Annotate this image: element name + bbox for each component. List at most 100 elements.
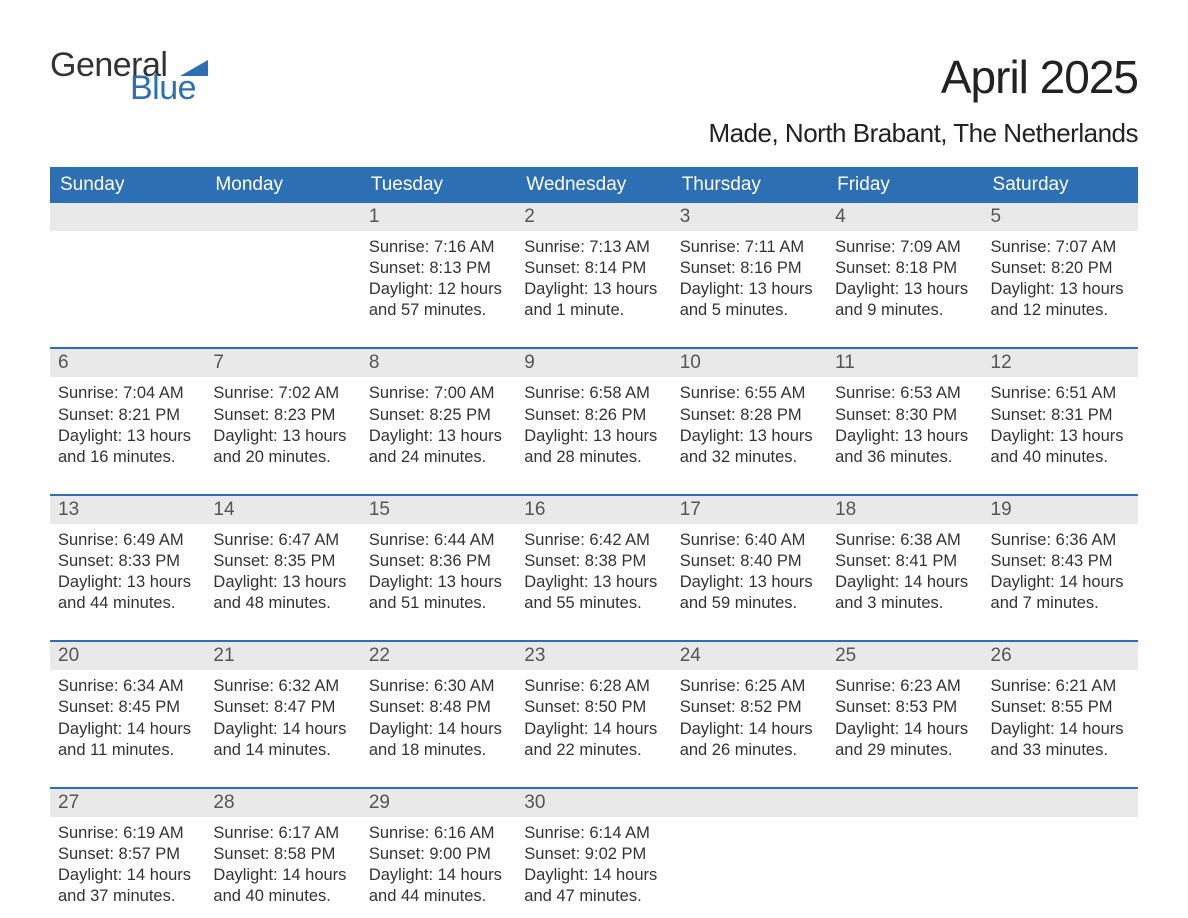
sunrise-text: Sunrise: 7:04 AM	[58, 383, 197, 404]
daylight-text: Daylight: 13 hours and 48 minutes.	[213, 572, 352, 614]
sunset-text: Sunset: 8:31 PM	[991, 405, 1130, 426]
calendar-day: 15Sunrise: 6:44 AMSunset: 8:36 PMDayligh…	[361, 496, 516, 622]
day-details: Sunrise: 6:53 AMSunset: 8:30 PMDaylight:…	[827, 377, 982, 467]
sunrise-text: Sunrise: 6:47 AM	[213, 530, 352, 551]
calendar: Sunday Monday Tuesday Wednesday Thursday…	[50, 167, 1138, 915]
sunrise-text: Sunrise: 6:44 AM	[369, 530, 508, 551]
day-number: 7	[205, 349, 360, 377]
sunset-text: Sunset: 8:16 PM	[680, 258, 819, 279]
calendar-day: 24Sunrise: 6:25 AMSunset: 8:52 PMDayligh…	[672, 642, 827, 768]
calendar-day	[205, 203, 360, 329]
logo: General Blue	[50, 50, 208, 103]
calendar-day: 1Sunrise: 7:16 AMSunset: 8:13 PMDaylight…	[361, 203, 516, 329]
day-details: Sunrise: 7:02 AMSunset: 8:23 PMDaylight:…	[205, 377, 360, 467]
calendar-day: 30 Sunrise: 6:14 AMSunset: 9:02 PMDayligh…	[516, 789, 671, 915]
calendar-day: 17Sunrise: 6:40 AMSunset: 8:40 PMDayligh…	[672, 496, 827, 622]
calendar-day: 9Sunrise: 6:58 AMSunset: 8:26 PMDaylight…	[516, 349, 671, 475]
daylight-text: Daylight: 14 hours and 47 minutes.	[524, 865, 663, 907]
day-details: Sunrise: 7:07 AMSunset: 8:20 PMDaylight:…	[983, 231, 1138, 321]
daylight-text: Daylight: 14 hours and 29 minutes.	[835, 719, 974, 761]
sunrise-text: Sunrise: 6:36 AM	[991, 530, 1130, 551]
weekday-header: Saturday	[983, 167, 1138, 203]
day-details: Sunrise: 6:30 AMSunset: 8:48 PMDaylight:…	[361, 670, 516, 760]
calendar-day: 25Sunrise: 6:23 AMSunset: 8:53 PMDayligh…	[827, 642, 982, 768]
daylight-text: Daylight: 13 hours and 12 minutes.	[991, 279, 1130, 321]
day-number: 23	[516, 642, 671, 670]
calendar-day: 8Sunrise: 7:00 AMSunset: 8:25 PMDaylight…	[361, 349, 516, 475]
day-number: 22	[361, 642, 516, 670]
calendar-day: 11Sunrise: 6:53 AMSunset: 8:30 PMDayligh…	[827, 349, 982, 475]
day-details: Sunrise: 6:49 AMSunset: 8:33 PMDaylight:…	[50, 524, 205, 614]
day-number	[205, 203, 360, 231]
day-details: Sunrise: 7:13 AMSunset: 8:14 PMDaylight:…	[516, 231, 671, 321]
sunset-text: Sunset: 8:38 PM	[524, 551, 663, 572]
calendar-day: 12Sunrise: 6:51 AMSunset: 8:31 PMDayligh…	[983, 349, 1138, 475]
day-details: Sunrise: 7:09 AMSunset: 8:18 PMDaylight:…	[827, 231, 982, 321]
day-details: Sunrise: 6:19 AMSunset: 8:57 PMDaylight:…	[50, 817, 205, 907]
title-month: April 2025	[708, 50, 1138, 104]
weekday-header: Tuesday	[361, 167, 516, 203]
sunset-text: Sunset: 8:55 PM	[991, 697, 1130, 718]
weekday-header: Friday	[827, 167, 982, 203]
day-details: Sunrise: 6:55 AMSunset: 8:28 PMDaylight:…	[672, 377, 827, 467]
calendar-day: 19Sunrise: 6:36 AMSunset: 8:43 PMDayligh…	[983, 496, 1138, 622]
day-details: Sunrise: 6:42 AMSunset: 8:38 PMDaylight:…	[516, 524, 671, 614]
sunset-text: Sunset: 9:02 PM	[524, 844, 663, 865]
day-number: 13	[50, 496, 205, 524]
sunset-text: Sunset: 8:45 PM	[58, 697, 197, 718]
day-details: Sunrise: 6:58 AMSunset: 8:26 PMDaylight:…	[516, 377, 671, 467]
sunset-text: Sunset: 8:53 PM	[835, 697, 974, 718]
daylight-text: Daylight: 14 hours and 3 minutes.	[835, 572, 974, 614]
daylight-text: Daylight: 14 hours and 40 minutes.	[213, 865, 352, 907]
day-number: 9	[516, 349, 671, 377]
daylight-text: Daylight: 14 hours and 33 minutes.	[991, 719, 1130, 761]
sunrise-text: Sunrise: 6:40 AM	[680, 530, 819, 551]
sunrise-text: Sunrise: 6:19 AM	[58, 823, 197, 844]
sunset-text: Sunset: 8:25 PM	[369, 405, 508, 426]
daylight-text: Daylight: 14 hours and 26 minutes.	[680, 719, 819, 761]
calendar-day: 10Sunrise: 6:55 AMSunset: 8:28 PMDayligh…	[672, 349, 827, 475]
sunrise-text: Sunrise: 6:55 AM	[680, 383, 819, 404]
sunrise-text: Sunrise: 6:14 AM	[524, 823, 663, 844]
logo-text-blue: Blue	[130, 73, 208, 104]
sunrise-text: Sunrise: 7:13 AM	[524, 237, 663, 258]
daylight-text: Daylight: 13 hours and 55 minutes.	[524, 572, 663, 614]
title-block: April 2025 Made, North Brabant, The Neth…	[708, 50, 1138, 149]
daylight-text: Daylight: 14 hours and 44 minutes.	[369, 865, 508, 907]
sunset-text: Sunset: 8:43 PM	[991, 551, 1130, 572]
calendar-day: 3Sunrise: 7:11 AMSunset: 8:16 PMDaylight…	[672, 203, 827, 329]
day-number: 14	[205, 496, 360, 524]
calendar-week: 13Sunrise: 6:49 AMSunset: 8:33 PMDayligh…	[50, 494, 1138, 622]
day-details: Sunrise: 6:25 AMSunset: 8:52 PMDaylight:…	[672, 670, 827, 760]
day-number: 11	[827, 349, 982, 377]
day-details: Sunrise: 7:00 AMSunset: 8:25 PMDaylight:…	[361, 377, 516, 467]
daylight-text: Daylight: 13 hours and 32 minutes.	[680, 426, 819, 468]
day-number: 30	[516, 789, 671, 817]
day-number: 18	[827, 496, 982, 524]
day-number: 2	[516, 203, 671, 231]
title-location: Made, North Brabant, The Netherlands	[708, 118, 1138, 149]
day-details: Sunrise: 6:44 AMSunset: 8:36 PMDaylight:…	[361, 524, 516, 614]
calendar-day: 13Sunrise: 6:49 AMSunset: 8:33 PMDayligh…	[50, 496, 205, 622]
calendar-day: 26Sunrise: 6:21 AMSunset: 8:55 PMDayligh…	[983, 642, 1138, 768]
sunset-text: Sunset: 8:41 PM	[835, 551, 974, 572]
sunset-text: Sunset: 8:30 PM	[835, 405, 974, 426]
day-number: 1	[361, 203, 516, 231]
calendar-day	[983, 789, 1138, 915]
daylight-text: Daylight: 13 hours and 1 minute.	[524, 279, 663, 321]
calendar-day: 29Sunrise: 6:16 AMSunset: 9:00 PMDayligh…	[361, 789, 516, 915]
daylight-text: Daylight: 14 hours and 11 minutes.	[58, 719, 197, 761]
sunrise-text: Sunrise: 6:25 AM	[680, 676, 819, 697]
day-details: Sunrise: 7:04 AMSunset: 8:21 PMDaylight:…	[50, 377, 205, 467]
daylight-text: Daylight: 13 hours and 5 minutes.	[680, 279, 819, 321]
sunrise-text: Sunrise: 7:16 AM	[369, 237, 508, 258]
sunrise-text: Sunrise: 6:58 AM	[524, 383, 663, 404]
day-number: 27	[50, 789, 205, 817]
daylight-text: Daylight: 13 hours and 44 minutes.	[58, 572, 197, 614]
sunset-text: Sunset: 8:40 PM	[680, 551, 819, 572]
day-number: 12	[983, 349, 1138, 377]
day-number: 25	[827, 642, 982, 670]
day-number: 16	[516, 496, 671, 524]
day-number	[983, 789, 1138, 817]
sunrise-text: Sunrise: 7:02 AM	[213, 383, 352, 404]
